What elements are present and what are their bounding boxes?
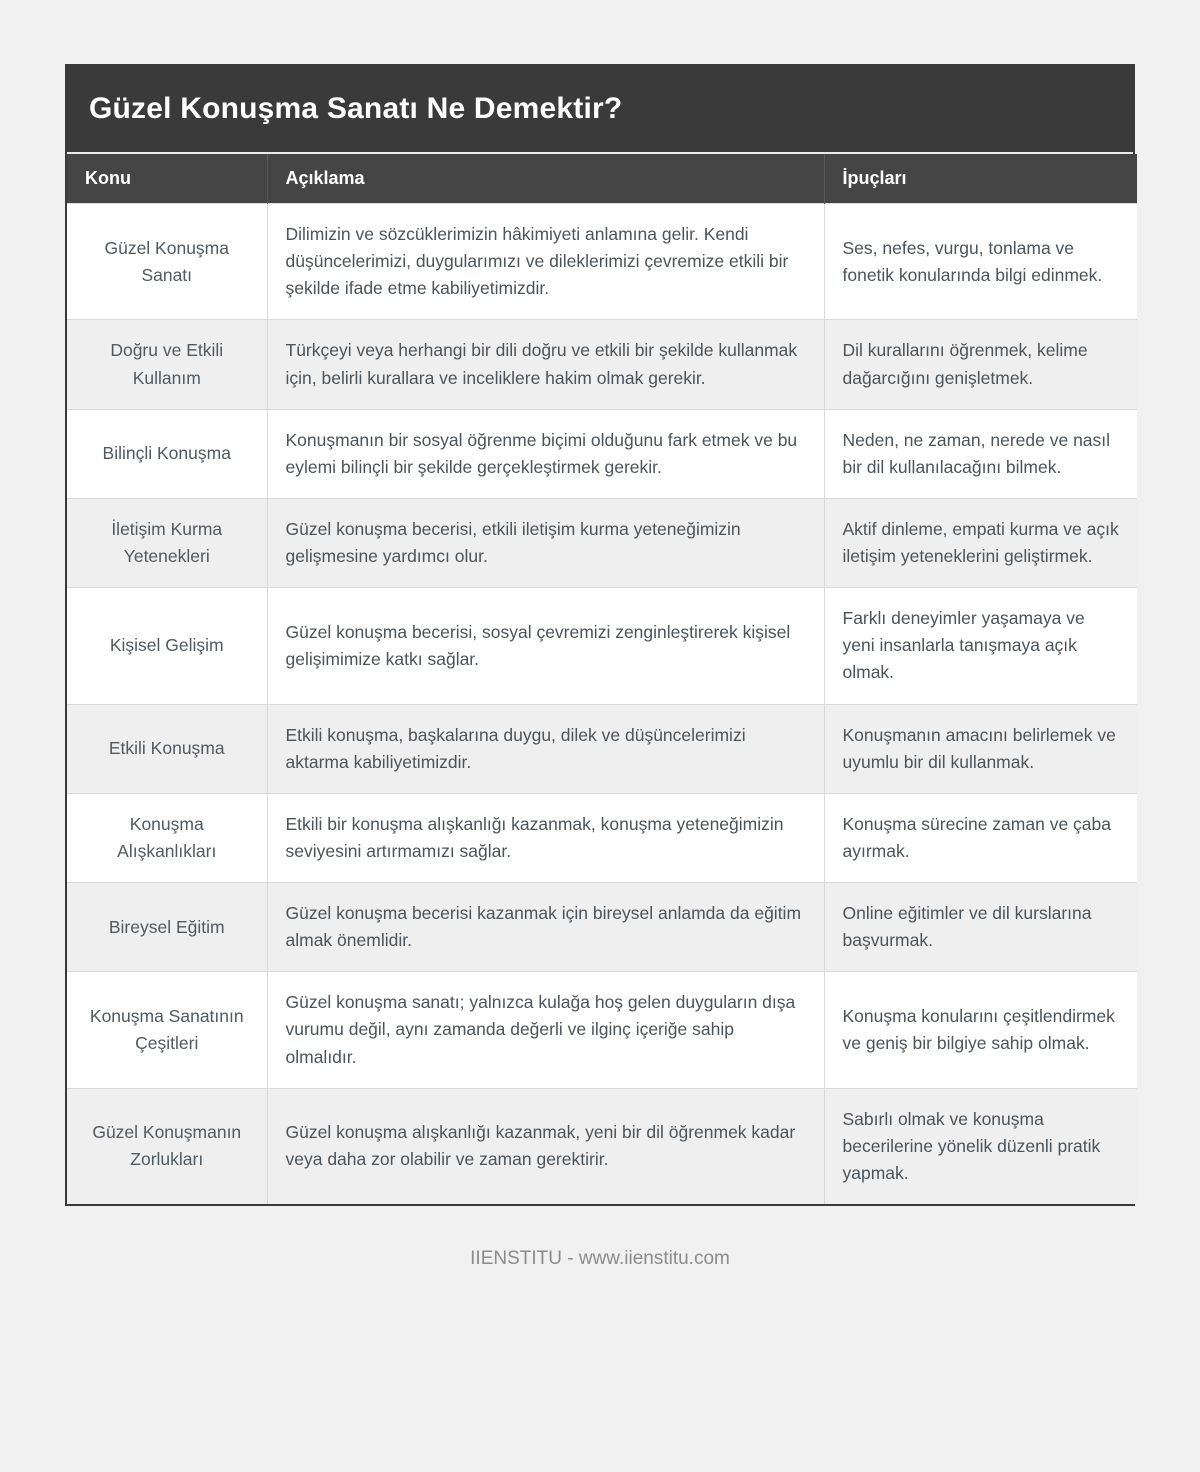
tips-cell: Konuşmanın amacını belirlemek ve uyumlu … <box>824 703 1137 794</box>
table-row: Doğru ve Etkili Kullanım Türkçeyi veya h… <box>67 319 1137 410</box>
footer-text: IIENSTITU - www.iienstitu.com <box>470 1248 730 1269</box>
topic-cell: Güzel Konuşmanın Zorlukları <box>67 1087 268 1204</box>
page-title: Güzel Konuşma Sanatı Ne Demektir? <box>67 66 1133 154</box>
description-cell: Dilimizin ve sözcüklerimizin hâkimiyeti … <box>267 202 825 320</box>
topic-cell: Konuşma Alışkanlıkları <box>67 792 268 883</box>
table-row: İletişim Kurma Yetenekleri Güzel konuşma… <box>67 497 1137 588</box>
description-cell: Etkili konuşma, başkalarına duygu, dilek… <box>267 703 825 794</box>
table-row: Konuşma Alışkanlıkları Etkili bir konuşm… <box>67 792 1137 883</box>
description-cell: Güzel konuşma alışkanlığı kazanmak, yeni… <box>267 1087 825 1204</box>
table-row: Güzel Konuşma Sanatı Dilimizin ve sözcük… <box>67 202 1137 320</box>
description-cell: Güzel konuşma becerisi, sosyal çevremizi… <box>267 587 825 704</box>
description-cell: Etkili bir konuşma alışkanlığı kazanmak,… <box>267 792 825 883</box>
tips-cell: Online eğitimler ve dil kurslarına başvu… <box>824 881 1137 972</box>
topic-cell: Güzel Konuşma Sanatı <box>67 202 268 320</box>
content-card: Güzel Konuşma Sanatı Ne Demektir? Konu A… <box>65 64 1137 1206</box>
topic-cell: Bireysel Eğitim <box>67 881 268 972</box>
content-table: Konu Açıklama İpuçları Güzel Konuşma San… <box>67 154 1137 1204</box>
topic-cell: Etkili Konuşma <box>67 703 268 794</box>
tips-cell: Ses, nefes, vurgu, tonlama ve fonetik ko… <box>824 202 1137 320</box>
table-row: Bilinçli Konuşma Konuşmanın bir sosyal ö… <box>67 408 1137 499</box>
description-cell: Güzel konuşma becerisi kazanmak için bir… <box>267 881 825 972</box>
topic-cell: Kişisel Gelişim <box>67 587 268 704</box>
description-cell: Güzel konuşma becerisi, etkili iletişim … <box>267 497 825 588</box>
column-header-ipuclari: İpuçları <box>824 154 1137 204</box>
topic-cell: İletişim Kurma Yetenekleri <box>67 497 268 588</box>
column-header-aciklama: Açıklama <box>267 154 825 204</box>
header-row: Konu Açıklama İpuçları <box>67 154 1137 204</box>
table-row: Kişisel Gelişim Güzel konuşma becerisi, … <box>67 587 1137 704</box>
table-row: Bireysel Eğitim Güzel konuşma becerisi k… <box>67 881 1137 972</box>
topic-cell: Bilinçli Konuşma <box>67 408 268 499</box>
topic-cell: Konuşma Sanatının Çeşitleri <box>67 971 268 1089</box>
description-cell: Güzel konuşma sanatı; yalnızca kulağa ho… <box>267 971 825 1089</box>
tips-cell: Dil kurallarını öğrenmek, kelime dağarcı… <box>824 319 1137 410</box>
tips-cell: Neden, ne zaman, nerede ve nasıl bir dil… <box>824 408 1137 499</box>
table-row: Etkili Konuşma Etkili konuşma, başkaları… <box>67 703 1137 794</box>
table-row: Konuşma Sanatının Çeşitleri Güzel konuşm… <box>67 971 1137 1089</box>
tips-cell: Farklı deneyimler yaşamaya ve yeni insan… <box>824 587 1137 704</box>
column-header-konu: Konu <box>67 154 268 204</box>
description-cell: Türkçeyi veya herhangi bir dili doğru ve… <box>267 319 825 410</box>
tips-cell: Konuşma konularını çeşitlendirmek ve gen… <box>824 971 1137 1089</box>
table-row: Güzel Konuşmanın Zorlukları Güzel konuşm… <box>67 1087 1137 1204</box>
topic-cell: Doğru ve Etkili Kullanım <box>67 319 268 410</box>
tips-cell: Sabırlı olmak ve konuşma becerilerine yö… <box>824 1087 1137 1204</box>
description-cell: Konuşmanın bir sosyal öğrenme biçimi old… <box>267 408 825 499</box>
tips-cell: Aktif dinleme, empati kurma ve açık ilet… <box>824 497 1137 588</box>
tips-cell: Konuşma sürecine zaman ve çaba ayırmak. <box>824 792 1137 883</box>
